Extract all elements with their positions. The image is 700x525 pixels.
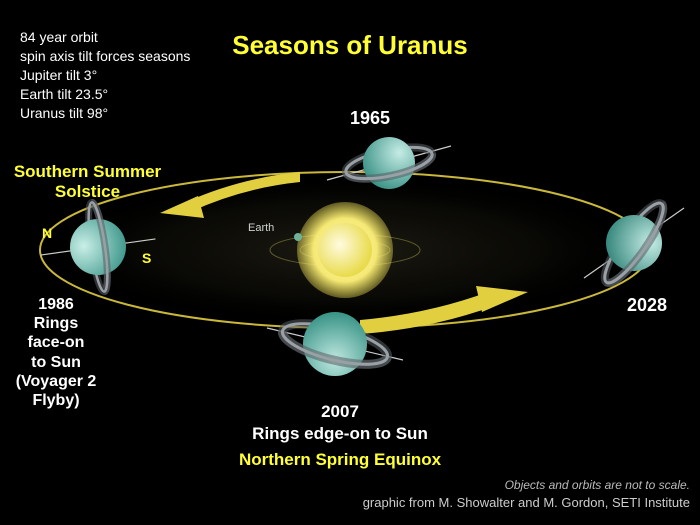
pole-label-n: N: [42, 225, 52, 241]
label-2007: 2007 Rings edge-on to Sun: [190, 401, 490, 445]
label-southern-solstice: Southern Summer Solstice: [0, 162, 185, 203]
label-northern-equinox: Northern Spring Equinox: [190, 450, 490, 470]
footer-scale-note: Objects and orbits are not to scale.: [505, 478, 690, 492]
earth-label: Earth: [248, 222, 274, 234]
footer-credit: graphic from M. Showalter and M. Gordon,…: [363, 495, 690, 510]
earth-dot: [294, 233, 302, 241]
label-2028: 2028: [607, 295, 687, 316]
tilt-info: 84 year orbit spin axis tilt forces seas…: [20, 28, 190, 122]
sun-core: [318, 223, 372, 277]
pole-label-s: S: [142, 250, 151, 266]
label-1965: 1965: [330, 108, 410, 129]
label-1986: 1986 Rings face-on to Sun (Voyager 2 Fly…: [0, 295, 116, 410]
